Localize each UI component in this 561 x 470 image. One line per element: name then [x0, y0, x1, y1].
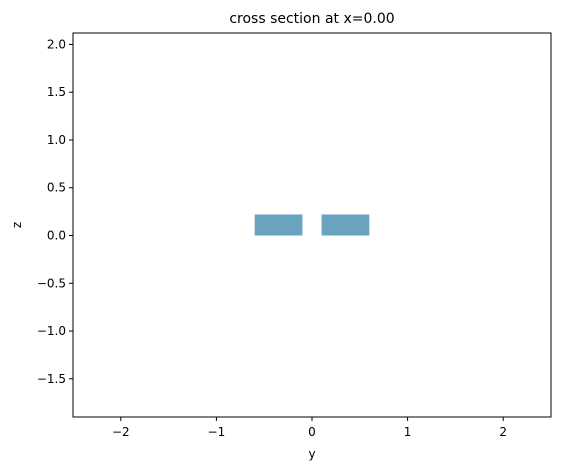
y-tick-label: 1.0	[47, 133, 66, 147]
structure-rect-2	[321, 214, 370, 236]
x-tick-label: −2	[112, 425, 130, 439]
y-tick-label: −1.5	[37, 372, 66, 386]
x-tick-label: −1	[208, 425, 226, 439]
x-tick-label: 1	[404, 425, 412, 439]
y-tick-label: 2.0	[47, 37, 66, 51]
chart-title: cross section at x=0.00	[229, 11, 394, 27]
y-tick-label: 0.0	[47, 229, 66, 243]
plot-area	[254, 214, 370, 236]
x-tick-label: 2	[499, 425, 507, 439]
y-tick-label: −1.0	[37, 324, 66, 338]
x-axis: −2 −1 0 1 2	[112, 417, 507, 439]
y-axis: −1.5 −1.0 −0.5 0.0 0.5 1.0 1.5 2.0	[37, 37, 73, 386]
structure-rect-1	[254, 214, 303, 236]
y-tick-label: 0.5	[47, 181, 66, 195]
y-tick-label: −0.5	[37, 276, 66, 290]
y-axis-label: z	[10, 222, 24, 228]
y-tick-label: 1.5	[47, 85, 66, 99]
x-axis-label: y	[308, 447, 315, 461]
x-tick-label: 0	[308, 425, 316, 439]
